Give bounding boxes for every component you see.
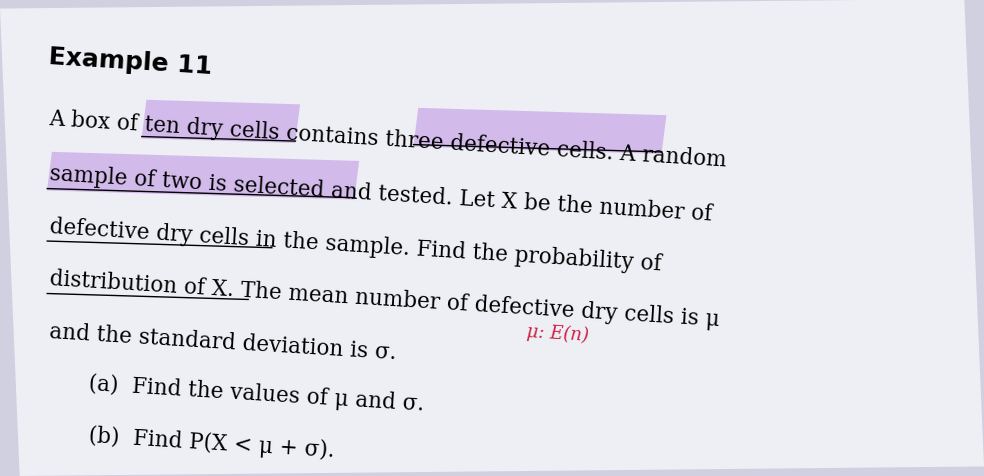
Text: A box of ten dry cells contains three defective cells. A random: A box of ten dry cells contains three de… — [48, 108, 727, 171]
Text: (a)  Find the values of μ and σ.: (a) Find the values of μ and σ. — [88, 372, 425, 415]
Bar — [413, 109, 666, 155]
Text: defective dry cells in the sample. Find the probability of: defective dry cells in the sample. Find … — [48, 215, 661, 274]
Bar — [47, 152, 359, 200]
Bar — [142, 100, 300, 144]
Text: and the standard deviation is σ.: and the standard deviation is σ. — [48, 320, 397, 363]
Text: μ: E(n): μ: E(n) — [525, 322, 589, 344]
Text: sample of two is selected and tested. Let X be the number of: sample of two is selected and tested. Le… — [48, 163, 712, 225]
Text: distribution of X. The mean number of defective dry cells is μ: distribution of X. The mean number of de… — [48, 268, 719, 330]
Text: Example 11: Example 11 — [48, 45, 214, 79]
Text: (b)  Find P(X < μ + σ).: (b) Find P(X < μ + σ). — [88, 425, 335, 462]
